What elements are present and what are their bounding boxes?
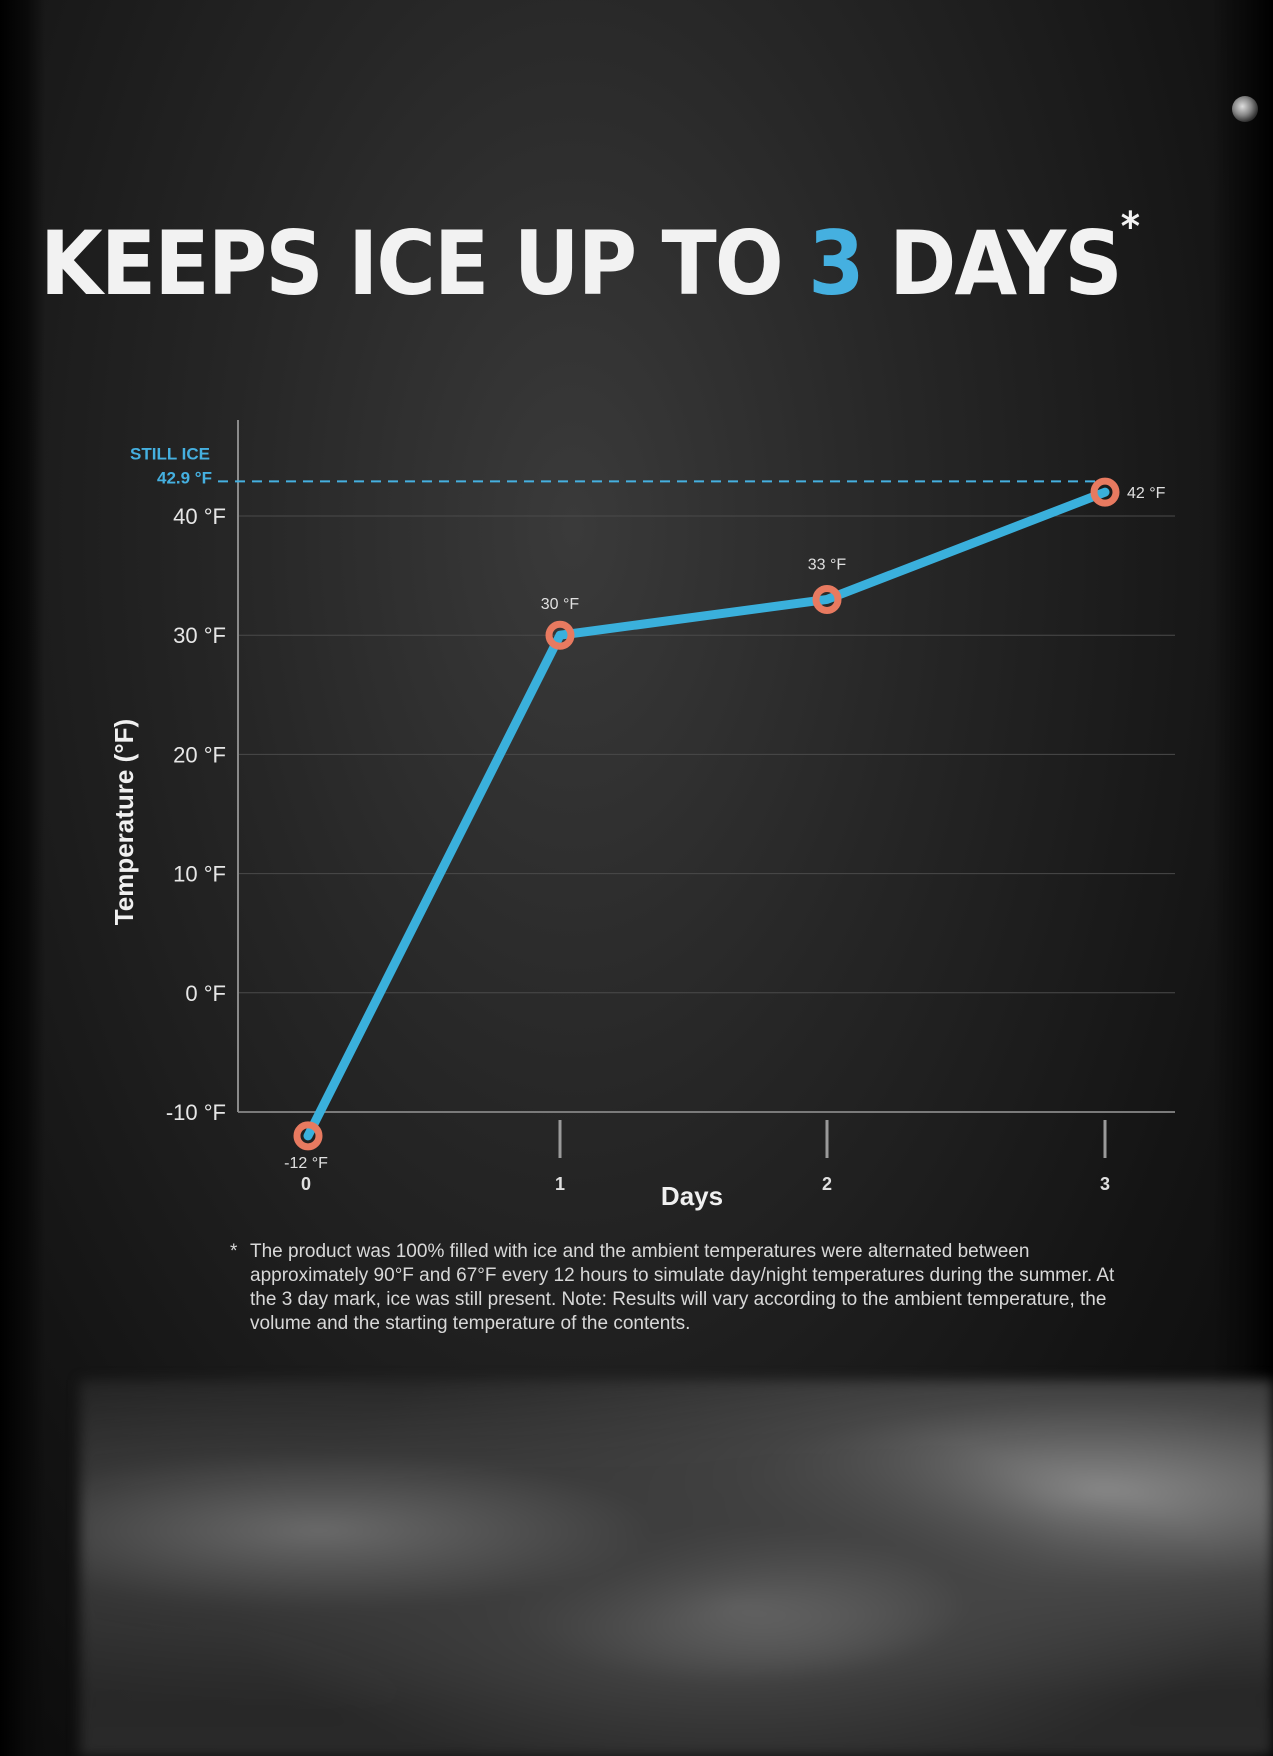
chart-grid (238, 515, 1175, 1113)
x-axis-label: Days (661, 1181, 723, 1211)
data-point-label: 33 °F (808, 556, 847, 573)
title-suffix: DAYS (862, 212, 1123, 315)
still-ice-label: STILL ICE (130, 444, 210, 463)
data-point-marker (1090, 477, 1120, 507)
data-point-marker (545, 620, 575, 650)
data-point-label: -12 °F (284, 1155, 328, 1172)
y-tick-label: -10 °F (166, 1100, 226, 1125)
data-point-label: 30 °F (541, 596, 580, 613)
series-point-labels: -12 °F 30 °F 33 °F 42 °F (284, 485, 1166, 1172)
y-tick-label: 10 °F (173, 862, 226, 887)
page-title: KEEPS ICE UP TO 3 DAYS* (40, 204, 1144, 315)
x-tick-label: 0 (301, 1174, 311, 1194)
series-markers (293, 477, 1120, 1151)
y-axis-label: Temperature (°F) (109, 719, 139, 925)
y-tick-label: 40 °F (173, 504, 226, 529)
y-tick-label: 20 °F (173, 742, 226, 767)
still-ice-value-label: 42.9 °F (157, 468, 212, 487)
data-point-marker (812, 584, 842, 614)
x-tick-group: 0 1 2 3 (301, 1120, 1110, 1194)
series-line (303, 487, 1110, 1141)
footnote-asterisk: * (230, 1241, 238, 1262)
x-tick-label: 3 (1100, 1174, 1110, 1194)
x-tick-label: 2 (822, 1174, 832, 1194)
footnote: * The product was 100% filled with ice a… (230, 1240, 1130, 1336)
title-accent: 3 (808, 212, 864, 315)
blurred-foreground-objects (80, 1380, 1273, 1756)
data-point-label: 42 °F (1127, 485, 1166, 502)
title-asterisk: * (1120, 204, 1140, 250)
data-point-marker (293, 1121, 323, 1151)
title-prefix: KEEPS ICE UP TO (40, 212, 809, 315)
board-left-edge (0, 0, 45, 1756)
y-tick-labels: -10 °F 0 °F 10 °F 20 °F 30 °F 40 °F (166, 504, 226, 1125)
y-tick-label: 30 °F (173, 623, 226, 648)
y-tick-label: 0 °F (185, 981, 226, 1006)
x-tick-label: 1 (555, 1174, 565, 1194)
footnote-text: The product was 100% filled with ice and… (250, 1241, 1115, 1334)
reference-line-group: STILL ICE 42.9 °F (130, 444, 1110, 487)
rivet-icon (1232, 96, 1258, 122)
